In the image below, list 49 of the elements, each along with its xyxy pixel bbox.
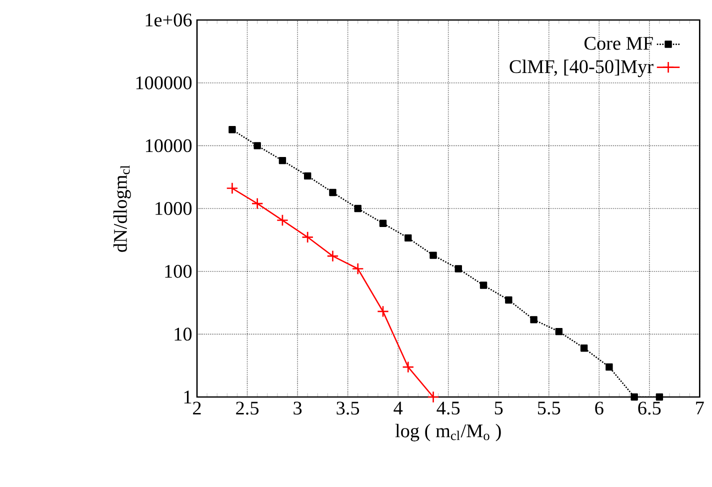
point [430, 252, 437, 259]
x-tick-label: 3.5 [336, 402, 360, 415]
x-tick-label: 7 [696, 402, 704, 414]
point [555, 328, 563, 336]
point [606, 363, 613, 371]
point [304, 172, 312, 180]
y-tick-label: 10 [174, 328, 192, 341]
x-tick-label: 6.5 [638, 402, 661, 415]
y-tick-label: 1 [184, 390, 192, 404]
x-tick-label: 5.5 [538, 402, 560, 415]
point [326, 250, 339, 262]
point [656, 393, 664, 401]
point [530, 316, 538, 324]
y-tick-label: 1000 [156, 202, 192, 215]
point [404, 234, 412, 242]
point [480, 282, 488, 289]
x-axis-title: log ( m$_{cl}$/M$_{o}$ ) [395, 424, 501, 442]
point [505, 296, 512, 304]
point [354, 204, 362, 212]
x-tick-label: 6 [595, 402, 604, 415]
point [352, 262, 364, 275]
x-tick-label: 4 [394, 402, 403, 414]
point [379, 220, 387, 227]
point [454, 265, 462, 272]
point [329, 188, 336, 196]
legend-label: ClMF, [40-50]Myr [510, 60, 654, 78]
y-tick-label: 1e+06 [146, 14, 192, 26]
y-axis-title: dN/dlogm$_{cl}$ [113, 165, 131, 252]
point [276, 214, 288, 226]
point [251, 198, 264, 210]
x-tick-label: 2 [193, 402, 201, 414]
x-tick-label: 2.5 [236, 402, 259, 415]
point [226, 182, 238, 194]
point [254, 142, 261, 150]
legend-label: Core MF [584, 36, 653, 50]
x-tick-label: 3 [294, 402, 302, 415]
x-tick-label: 4.5 [436, 402, 460, 415]
point [630, 393, 638, 401]
y-tick-label: 10000 [146, 139, 192, 152]
point [402, 361, 414, 374]
point [427, 390, 440, 404]
point [302, 231, 314, 244]
x-tick-label: 5 [494, 402, 503, 414]
point [376, 305, 389, 318]
y-tick-label: 100 [165, 264, 192, 278]
point [278, 156, 286, 164]
point [580, 344, 588, 352]
point [228, 126, 236, 134]
y-tick-label: 100000 [136, 76, 192, 90]
